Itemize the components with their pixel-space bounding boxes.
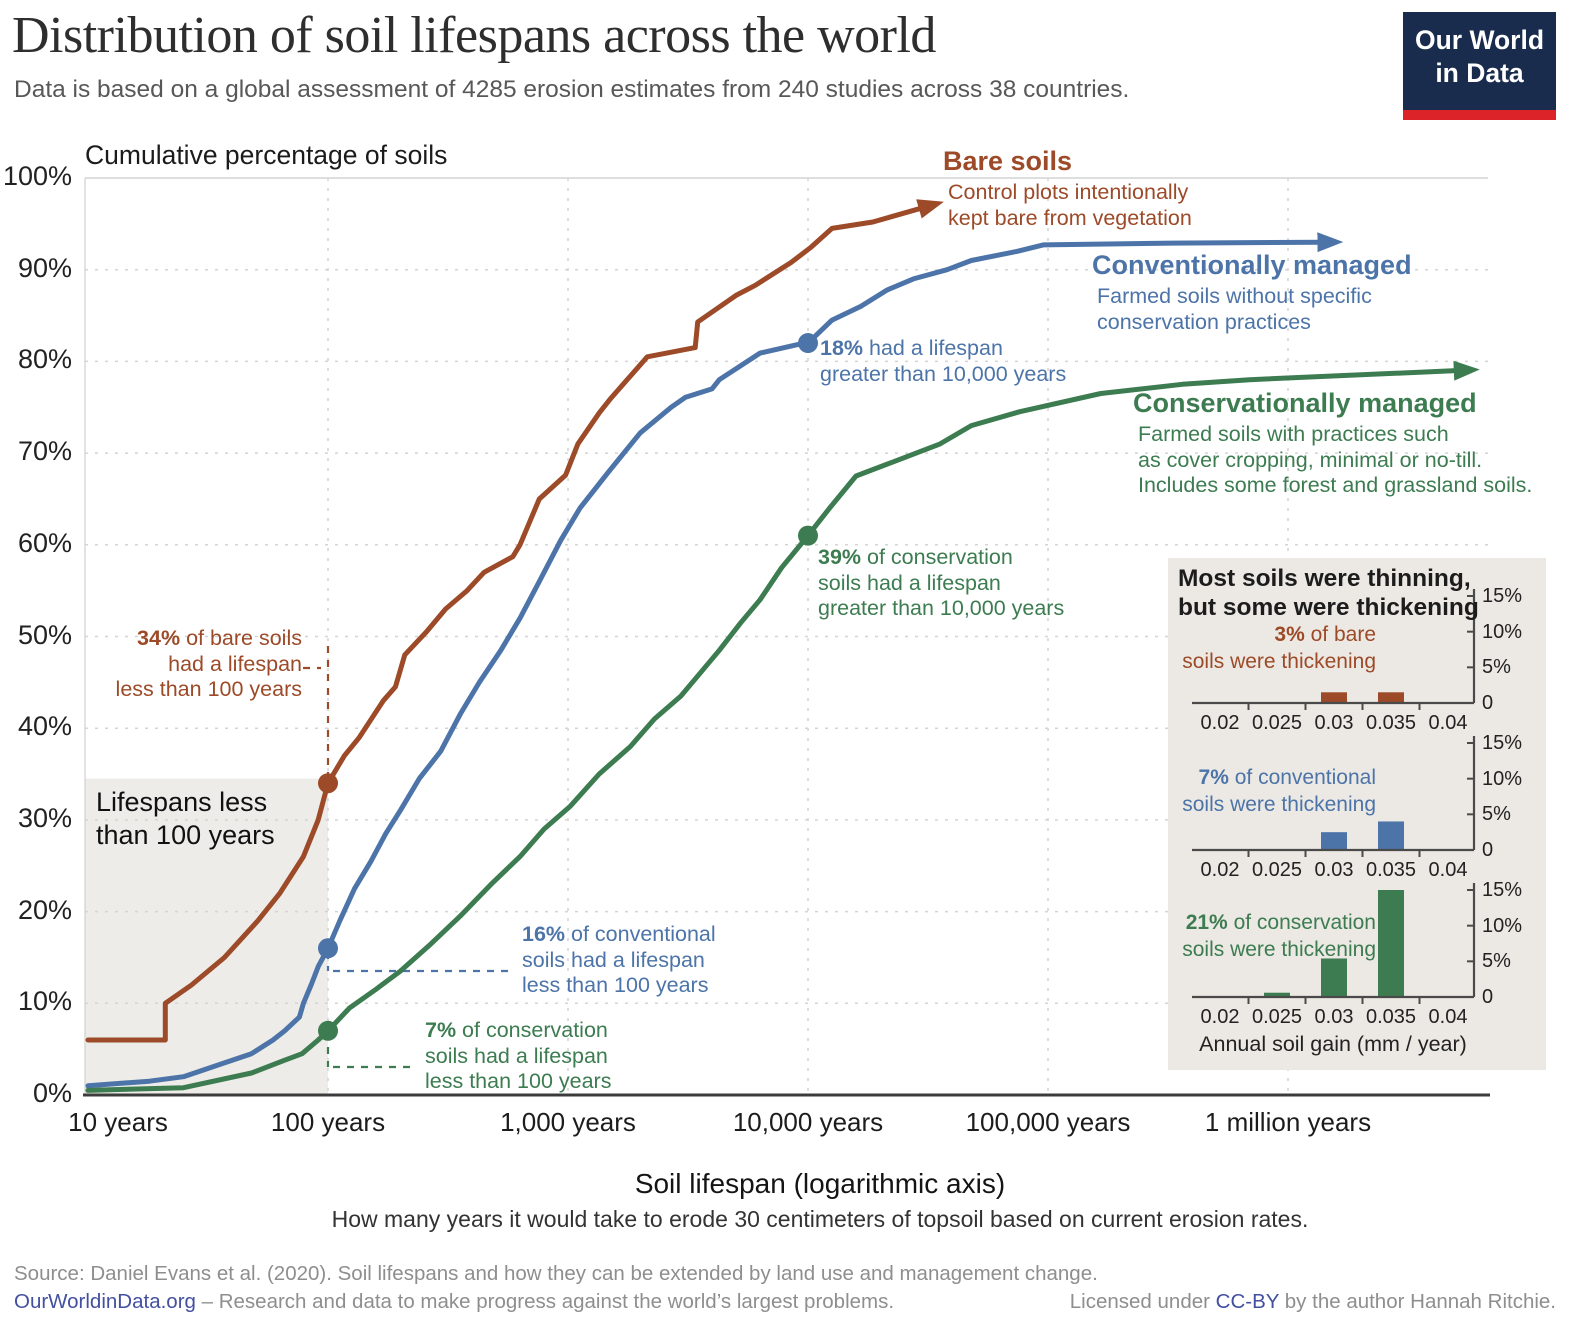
callout-bare-under-100: 34% of bare soils had a lifespan less th… [115,626,302,701]
footer-left: OurWorldinData.org – Research and data t… [14,1290,894,1314]
curve-bare [85,199,944,1043]
data-point-dot-conventional [798,333,818,354]
histogram-bar [1321,958,1347,997]
series-label-conventionally-managed: Conventionally managed Farmed soils with… [1092,250,1412,334]
ccby-link[interactable]: CC-BY [1215,1290,1280,1313]
footer-license: Licensed under CC-BY by the author Hanna… [1069,1290,1556,1313]
inset-x-axis-label: Annual soil gain (mm / year) [1199,1032,1467,1056]
inset-histogram [1192,589,1476,710]
x-axis-title: Soil lifespan (logarithmic axis) [634,1168,1006,1199]
series-label-conservationally-managed: Conservationally managed Farmed soils wi… [1133,388,1533,497]
callout-leader-line [303,646,330,777]
inset-histogram [1192,883,1476,1004]
histogram-bar [1378,821,1404,850]
logo-red-bar [1403,110,1556,120]
histogram-bar [1321,692,1347,703]
histogram-bar [1378,692,1404,703]
gridlines [84,177,1488,1095]
footer-row: OurWorldinData.org – Research and data t… [14,1290,1556,1314]
data-point-dot-bare [318,773,338,794]
owid-logo[interactable]: Our World in Data [1403,12,1556,120]
series-label-bare-soils: Bare soils Control plots intentionally k… [943,146,1192,230]
owid-link[interactable]: OurWorldinData.org [14,1290,196,1313]
histogram-bar [1321,832,1347,850]
inset-annotation-conservation: 21% of conservation soils were thickenin… [1182,911,1376,961]
callout-conservation-under-100: 7% of conservation soils had a lifespan … [425,1018,612,1093]
inset-title: Most soils were thinning, but some were … [1178,565,1479,621]
inset-panel [1168,558,1546,1070]
logo-line1: Our World [1414,25,1545,55]
page-title: Distribution of soil lifespans across th… [12,7,936,64]
data-point-dot-conventional [318,938,338,959]
curve-conventional [85,232,1344,1089]
callout-conventional-over-10k: 18% had a lifespan greater than 10,000 y… [820,336,1067,386]
histogram-bar [1378,890,1404,997]
callout-leader-line [326,1033,412,1069]
data-point-dot-conservation [318,1020,338,1041]
data-point-dot-conservation [798,525,818,546]
page-subtitle: Data is based on a global assessment of … [14,76,1130,103]
callout-conservation-over-10k: 39% of conservation soils had a lifespan… [818,545,1065,620]
callout-conventional-under-100: 16% of conventional soils had a lifespan… [522,922,716,997]
inset-histogram [1192,736,1476,857]
histogram-bar [1264,992,1290,997]
footer-tagline: – Research and data to make progress aga… [195,1290,895,1313]
y-axis-title: Cumulative percentage of soils [85,140,448,170]
logo-line2: in Data [1435,58,1524,88]
shaded-region-label: Lifespans less than 100 years [96,787,275,850]
inset-annotation-conventional: 7% of conventional soils were thickening [1182,766,1376,816]
x-axis-subtitle: How many years it would take to erode 30… [331,1206,1309,1232]
source-note: Source: Daniel Evans et al. (2020). Soil… [14,1262,1098,1285]
inset-annotation-bare: 3% of bare soils were thickening [1182,623,1376,673]
